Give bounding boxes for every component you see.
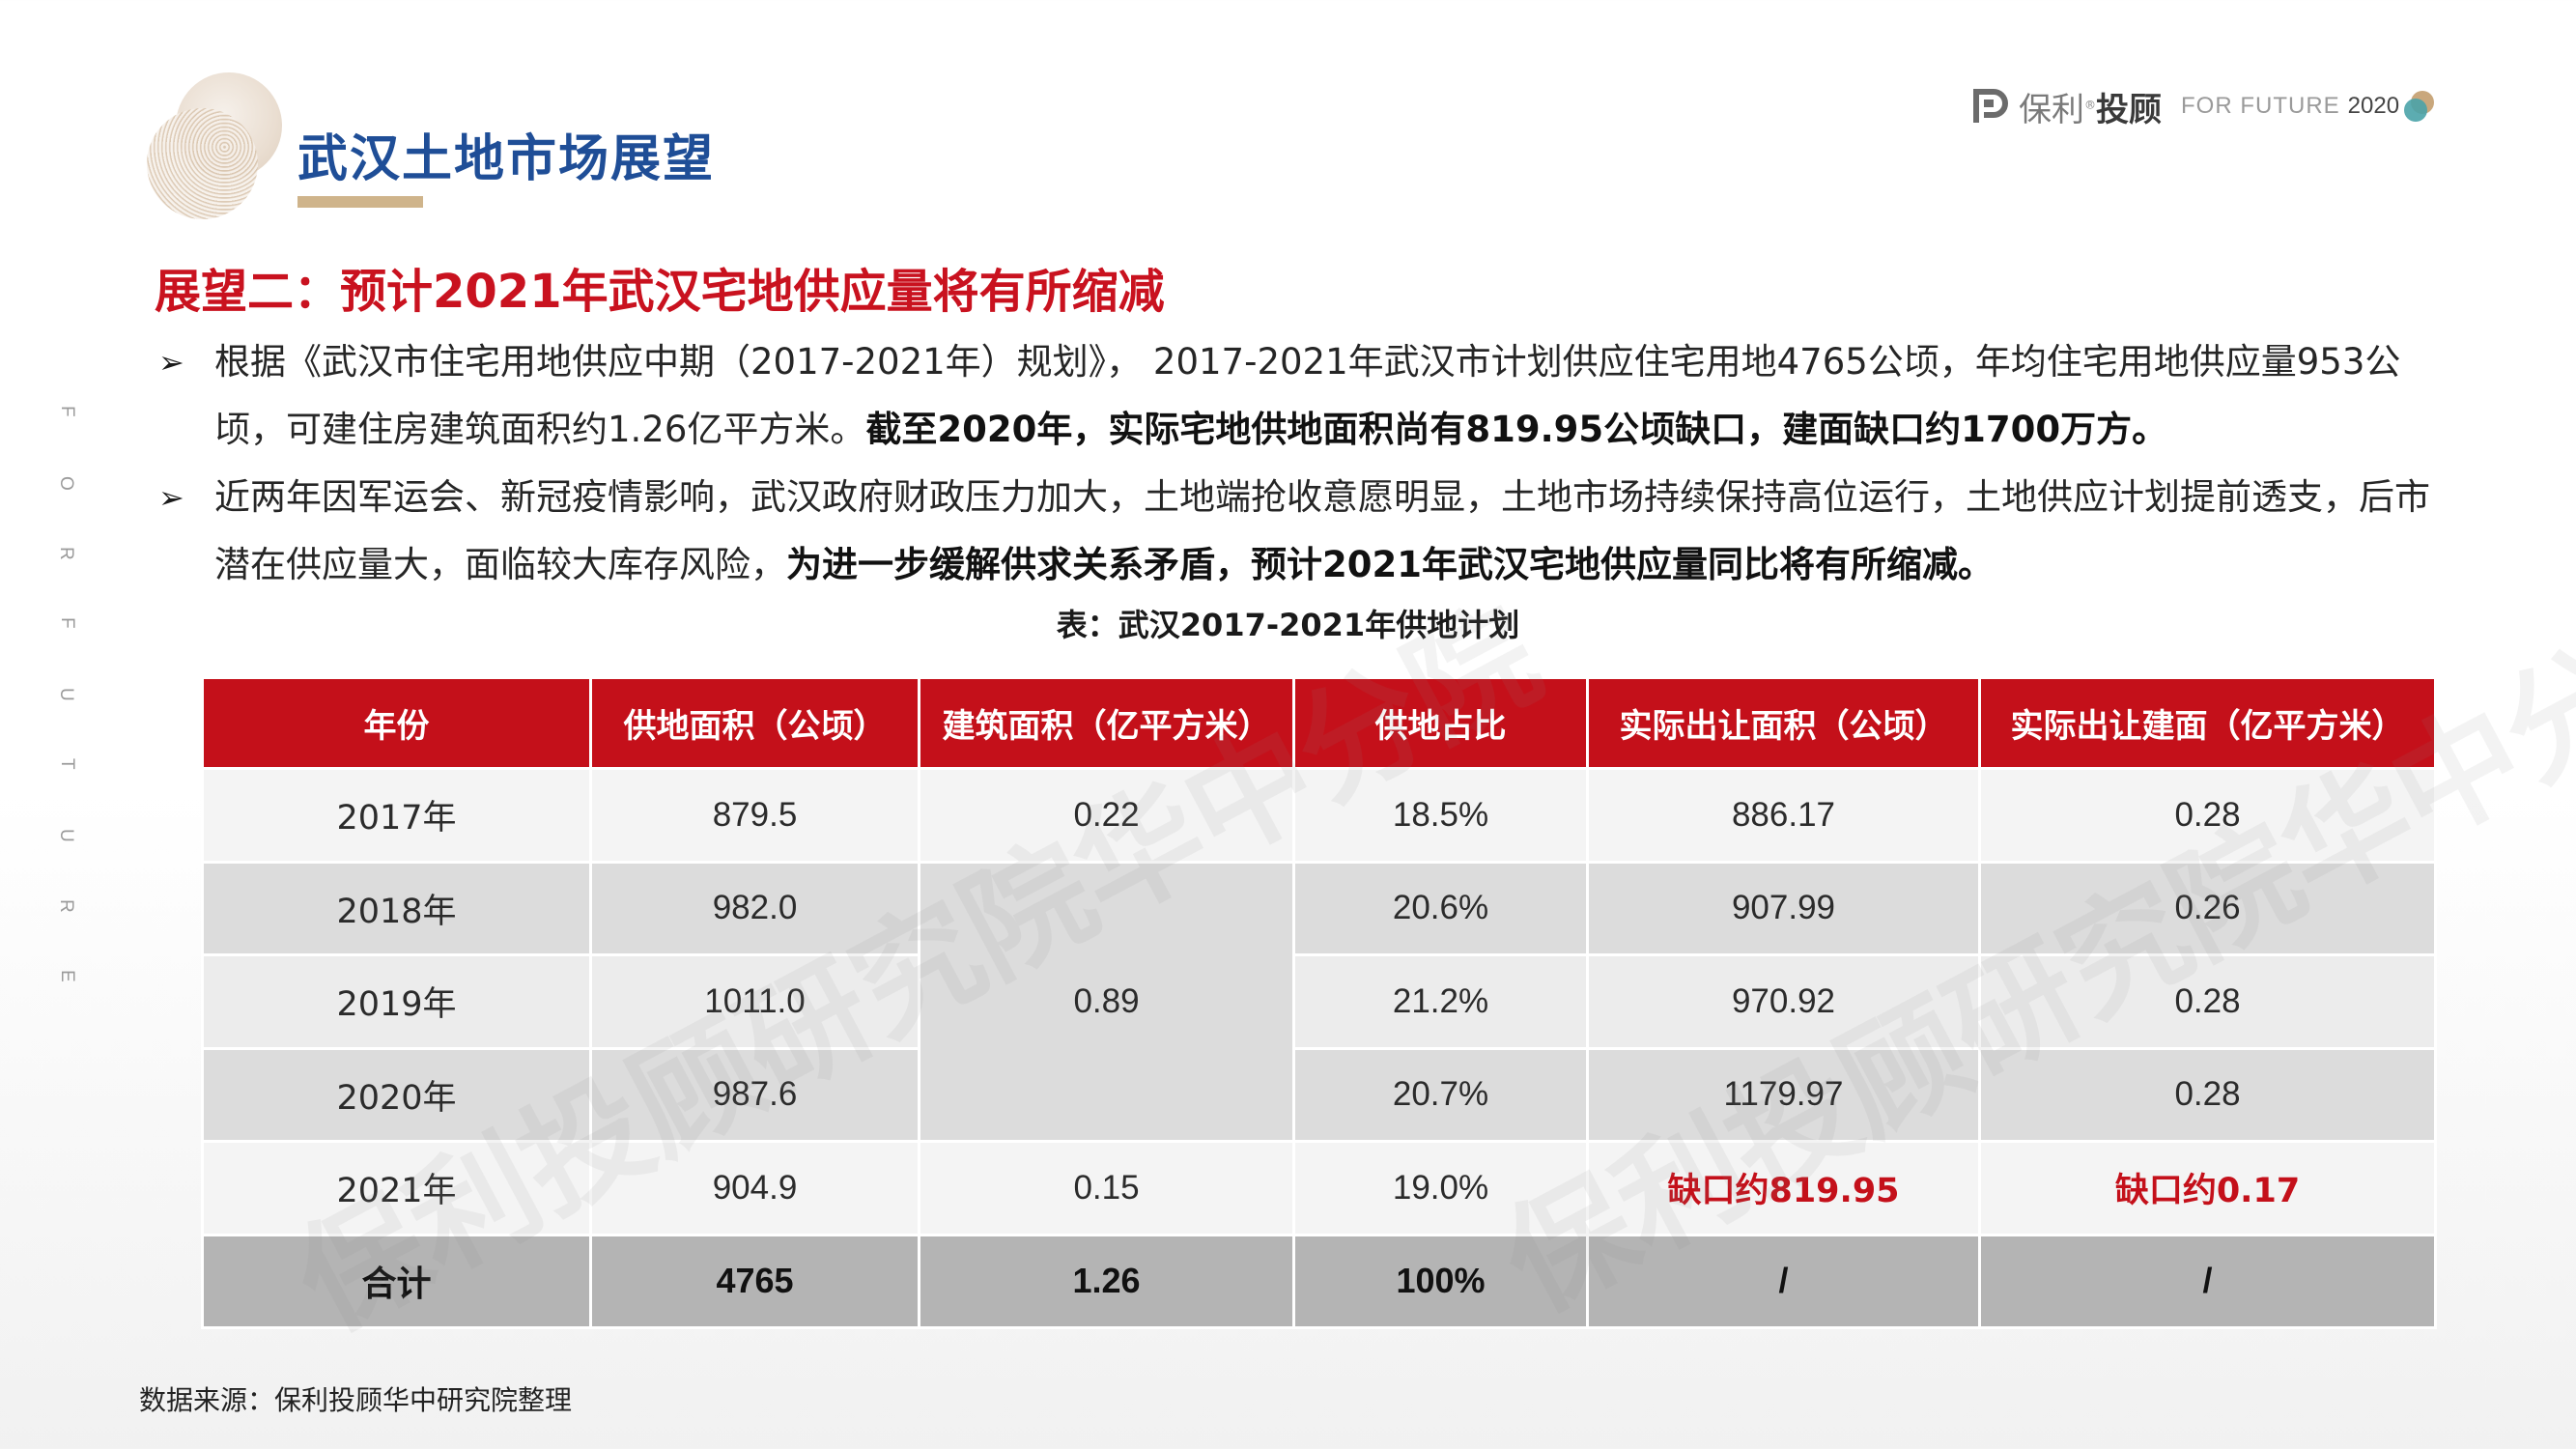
cell-actual-floor-area-deficit: 缺口约0.17 [1978, 1140, 2437, 1236]
table-total-row: 合计 4765 1.26 100% / / [201, 1233, 2437, 1329]
side-letter: O [55, 476, 76, 491]
cell-total-share: 100% [1292, 1233, 1589, 1329]
table-header-row: 年份 供地面积（公顷） 建筑面积（亿平方米） 供地占比 实际出让面积（公顷） 实… [201, 676, 2437, 770]
side-letter: U [56, 688, 77, 701]
header-actual-floor-area: 实际出让建面（亿平方米） [1978, 676, 2437, 770]
bullet-list: ➢ 根据《武汉市住宅用地供应中期（2017-2021年）规划》， 2017-20… [155, 328, 2453, 599]
bullet-bold-text: 为进一步缓解供求关系矛盾，预计2021年武汉宅地供应量同比将有所缩减。 [786, 544, 1994, 585]
decorative-circle-lined [147, 108, 258, 219]
cell-year: 2017年 [201, 767, 592, 864]
cell-actual-floor-area: 0.28 [1978, 767, 2437, 864]
cell-floor-area: 0.22 [918, 767, 1295, 864]
table-row: 2019年 1011.0 21.2% 970.92 0.28 [201, 953, 2437, 1050]
cell-supply-area: 1011.0 [589, 953, 920, 1050]
table-row: 2020年 987.6 20.7% 1179.97 0.28 [201, 1046, 2437, 1143]
brand-name-light: 保利 [2019, 90, 2084, 129]
cell-total-supply-area: 4765 [589, 1233, 920, 1329]
side-letter: F [57, 406, 78, 417]
cell-year: 2020年 [201, 1046, 592, 1143]
bullet-arrow-icon: ➢ [158, 344, 184, 381]
cell-actual-area: 1179.97 [1586, 1046, 1981, 1143]
cell-actual-floor-area: 0.28 [1978, 953, 2437, 1050]
side-vertical-text: F O R F U T U R E [54, 406, 78, 1040]
cell-floor-area: 0.15 [918, 1140, 1295, 1236]
cell-share: 18.5% [1292, 767, 1589, 864]
brand-year: 2020 [2347, 93, 2400, 119]
cell-floor-area-merged: 0.89 [918, 860, 1295, 1143]
table-row: 2017年 879.5 0.22 18.5% 886.17 0.28 [201, 767, 2437, 864]
table-row: 2021年 904.9 0.15 19.0% 缺口约819.95 缺口约0.17 [201, 1140, 2437, 1236]
header-year: 年份 [201, 676, 592, 770]
bullet-arrow-icon: ➢ [158, 479, 184, 516]
cell-supply-area: 982.0 [589, 860, 920, 956]
section-subtitle: 展望二：预计2021年武汉宅地供应量将有所缩减 [155, 265, 1165, 319]
cell-share: 20.7% [1292, 1046, 1589, 1143]
cell-year: 2021年 [201, 1140, 592, 1236]
table-caption: 表：武汉2017-2021年供地计划 [1056, 607, 1520, 643]
page-title: 武汉土地市场展望 [297, 130, 716, 188]
cell-actual-area: 886.17 [1586, 767, 1981, 864]
bullet-item: ➢ 近两年因军运会、新冠疫情影响，武汉政府财政压力加大，土地端抢收意愿明显，土地… [155, 464, 2453, 599]
cell-supply-area: 987.6 [589, 1046, 920, 1143]
cell-supply-area: 879.5 [589, 767, 920, 864]
cell-share: 20.6% [1292, 860, 1589, 956]
cell-actual-area-deficit: 缺口约819.95 [1586, 1140, 1981, 1236]
header-share: 供地占比 [1292, 676, 1589, 770]
cell-actual-floor-area: 0.26 [1978, 860, 2437, 956]
brand-name: 保利®投顾 [2019, 83, 2162, 130]
side-letter: T [57, 758, 78, 770]
header-floor-area: 建筑面积（亿平方米） [918, 676, 1295, 770]
brand-logo: 保利®投顾 FOR FUTURE 2020 [1970, 79, 2436, 133]
bullet-plain-text: 近两年因军运会、新冠疫情影响，武汉政府财政压力加大，土地端抢收意愿明显，土地市场… [214, 476, 2430, 585]
bullet-text: 近两年因军运会、新冠疫情影响，武汉政府财政压力加大，土地端抢收意愿明显，土地市场… [214, 464, 2453, 599]
cell-actual-area: 970.92 [1586, 953, 1981, 1050]
header-supply-area: 供地面积（公顷） [589, 676, 920, 770]
brand-tagline: FOR FUTURE [2181, 93, 2340, 119]
cell-total-actual-floor-area: / [1978, 1233, 2437, 1329]
title-underline [297, 196, 423, 208]
header-actual-area: 实际出让面积（公顷） [1586, 676, 1981, 770]
bullet-text: 根据《武汉市住宅用地供应中期（2017-2021年）规划》， 2017-2021… [214, 328, 2453, 464]
table-row: 2018年 982.0 0.89 20.6% 907.99 0.26 [201, 860, 2437, 1143]
cell-share: 21.2% [1292, 953, 1589, 1050]
land-supply-table: 年份 供地面积（公顷） 建筑面积（亿平方米） 供地占比 实际出让面积（公顷） 实… [201, 676, 2437, 1329]
cell-year: 2019年 [201, 953, 592, 1050]
bullet-item: ➢ 根据《武汉市住宅用地供应中期（2017-2021年）规划》， 2017-20… [155, 328, 2453, 464]
cell-year: 2018年 [201, 860, 592, 956]
bullet-plain-text: 根据《武汉市住宅用地供应中期（2017-2021年）规划》， 2017-2021… [214, 341, 2401, 450]
cell-actual-area: 907.99 [1586, 860, 1981, 956]
brand-mark-icon [1973, 89, 2008, 123]
brand-name-bold: 投顾 [2096, 90, 2162, 129]
cell-share: 19.0% [1292, 1140, 1589, 1236]
registered-mark: ® [2084, 98, 2096, 112]
bullet-bold-text: 截至2020年，实际宅地供地面积尚有819.95公顷缺口，建面缺口约1700万方… [865, 409, 2168, 450]
cell-supply-area: 904.9 [589, 1140, 920, 1236]
side-letter: U [56, 829, 77, 842]
cell-actual-floor-area: 0.28 [1978, 1046, 2437, 1143]
side-letter: R [56, 899, 77, 913]
cell-total-actual-area: / [1586, 1233, 1981, 1329]
data-source-note: 数据来源：保利投顾华中研究院整理 [139, 1384, 573, 1416]
cell-total-label: 合计 [201, 1233, 592, 1329]
side-letter: E [56, 970, 77, 982]
cell-total-floor-area: 1.26 [918, 1233, 1295, 1329]
brand-dot-icon [2404, 91, 2435, 122]
side-letter: R [56, 547, 77, 560]
